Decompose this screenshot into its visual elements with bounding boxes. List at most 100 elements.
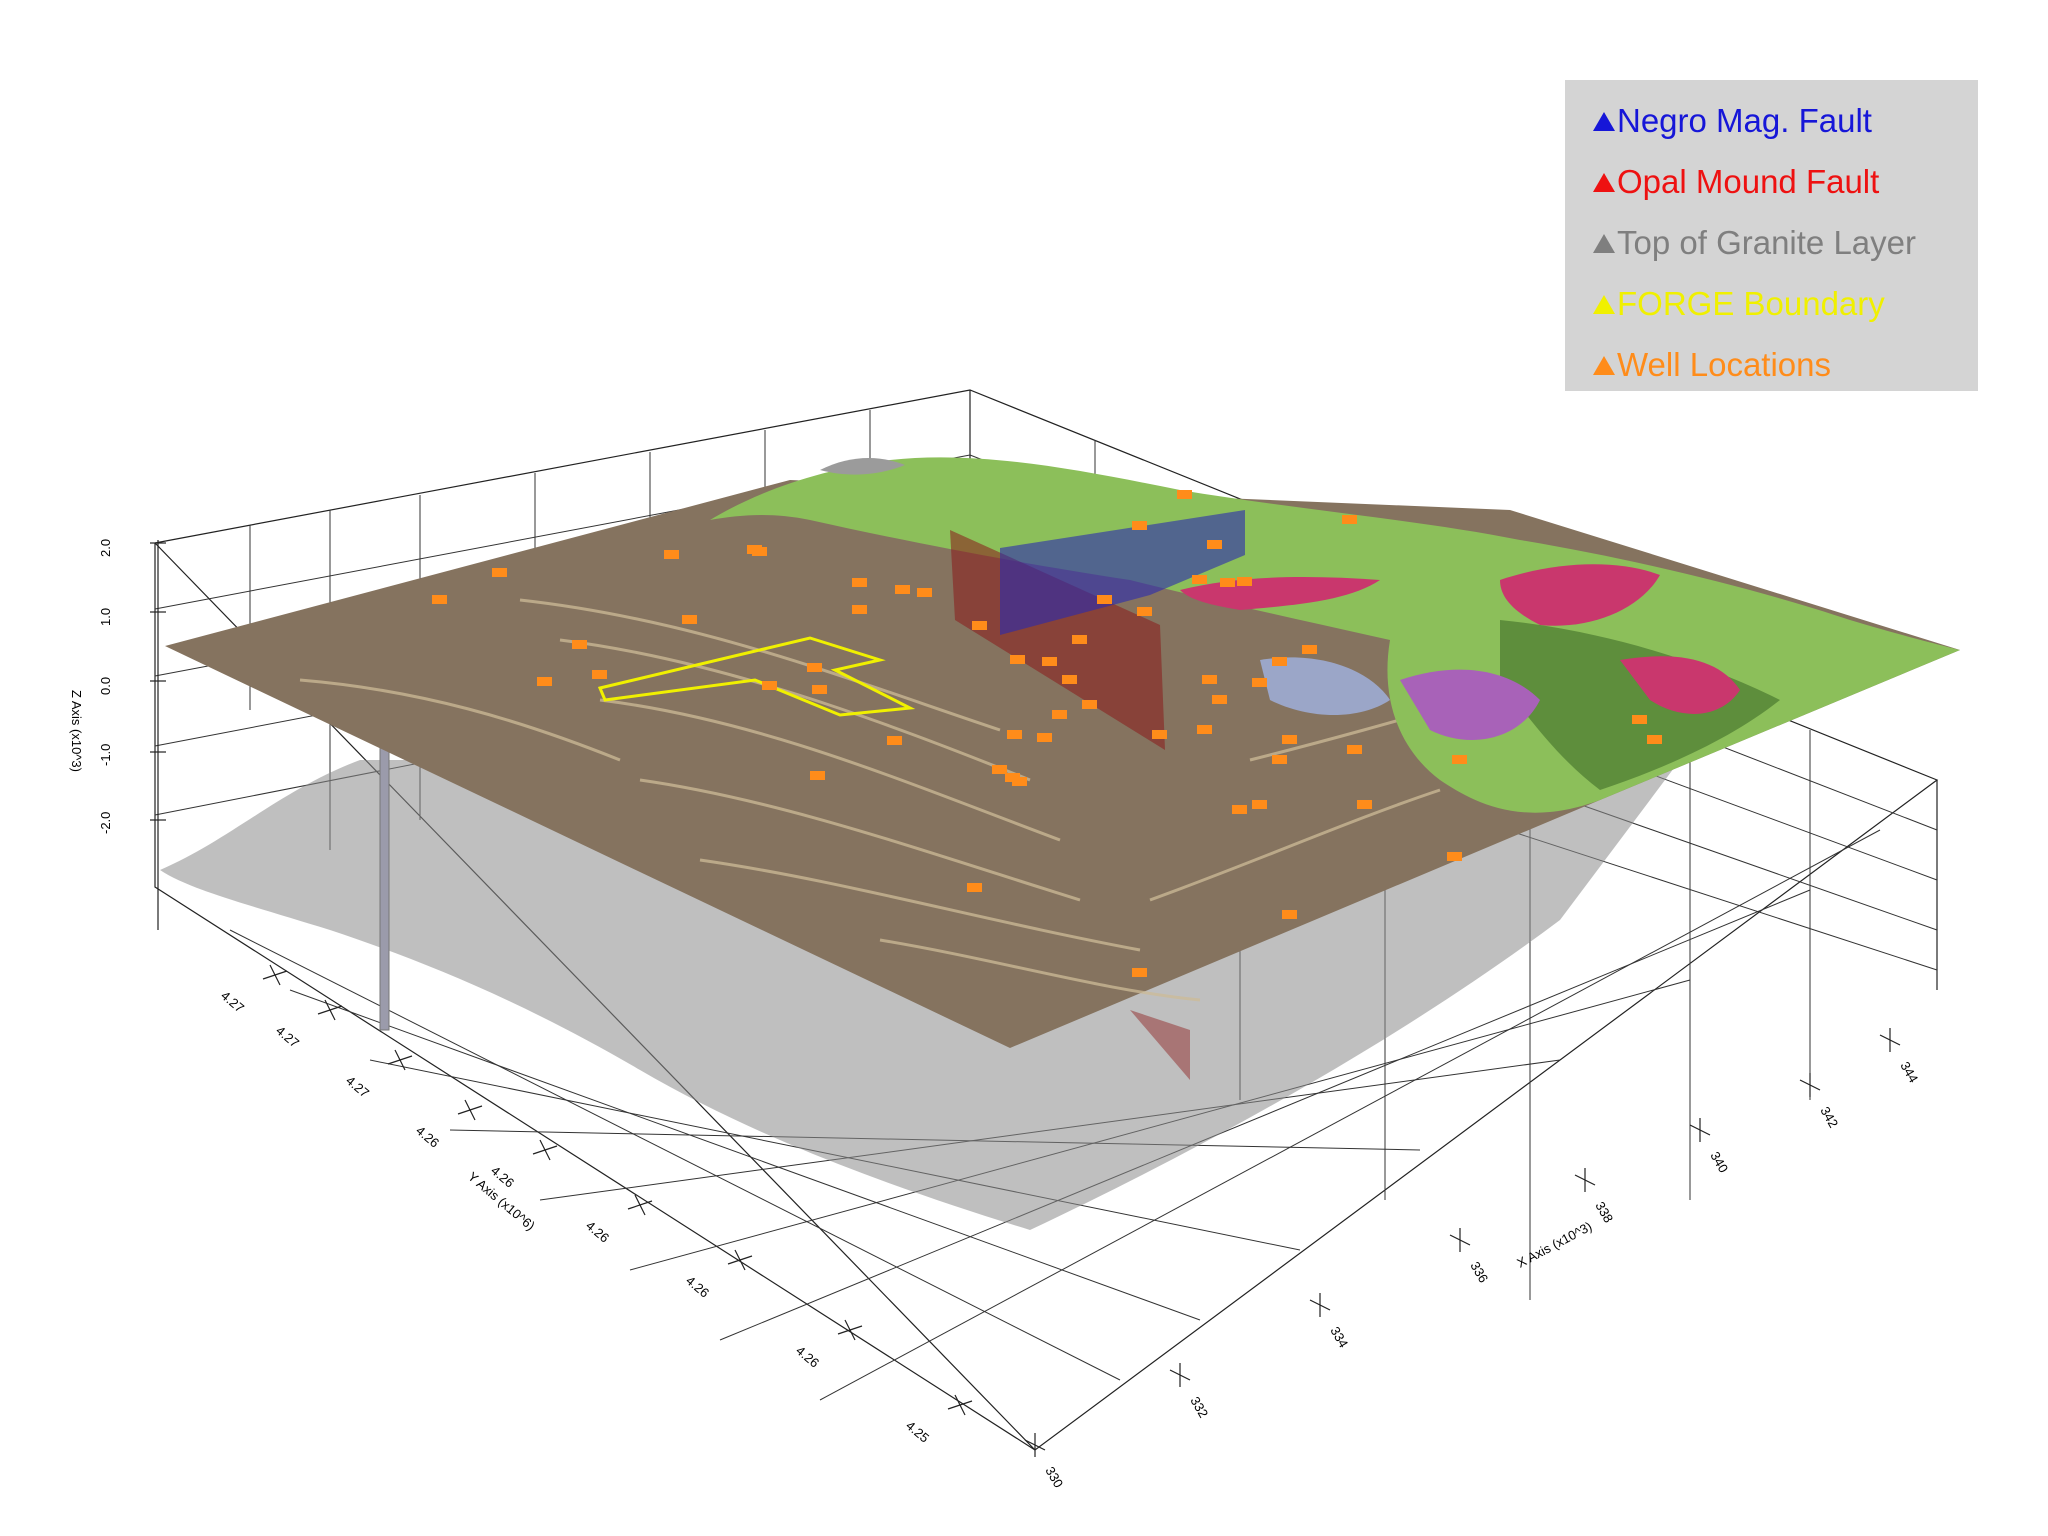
well-marker: [1272, 755, 1287, 764]
well-marker: [1237, 577, 1252, 586]
well-marker: [992, 765, 1007, 774]
legend-label: Top of Granite Layer: [1617, 223, 1916, 261]
z-axis-title: Z Axis (x10^3): [69, 690, 84, 772]
well-marker: [807, 663, 822, 672]
well-marker: [1220, 578, 1235, 587]
well-marker: [1202, 675, 1217, 684]
well-marker: [1082, 700, 1097, 709]
tick-label: 342: [1817, 1104, 1841, 1130]
tick-label: 336: [1467, 1259, 1491, 1285]
well-marker: [1272, 657, 1287, 666]
well-marker: [1152, 730, 1167, 739]
well-marker: [895, 585, 910, 594]
vegetation-dark-zone: [1500, 620, 1780, 790]
legend-item: FORGE Boundary: [1593, 273, 1978, 334]
tick-mark: [387, 1055, 413, 1065]
well-marker: [1052, 710, 1067, 719]
well-marker: [1132, 521, 1147, 530]
tick-label: 338: [1592, 1199, 1616, 1225]
well-marker: [1342, 515, 1357, 524]
well-marker: [572, 640, 587, 649]
well-marker: [1012, 777, 1027, 786]
terrain-drainage-lines: [299, 598, 1471, 1002]
tick-mark: [262, 970, 288, 980]
tick-label: 2.0: [98, 539, 113, 557]
legend: Negro Mag. Fault Opal Mound Fault Top of G…: [1565, 80, 1978, 391]
tick-label: 0.0: [98, 677, 113, 695]
well-marker: [762, 681, 777, 690]
tick-mark: [947, 1400, 973, 1410]
well-marker: [1010, 655, 1025, 664]
well-marker: [537, 677, 552, 686]
legend-label: Well Locations: [1617, 345, 1832, 383]
tick-label: 334: [1327, 1324, 1351, 1350]
well-marker: [1097, 595, 1112, 604]
well-marker: [1132, 968, 1147, 977]
tick-mark: [317, 1005, 343, 1015]
tick-label: 4.26: [583, 1218, 612, 1246]
legend-item: Opal Mound Fault: [1593, 151, 1978, 212]
well-marker: [1212, 695, 1227, 704]
tick-label: 4.26: [413, 1123, 442, 1151]
well-marker: [1647, 735, 1662, 744]
tick-mark: [457, 1105, 483, 1115]
tick-label: 332: [1187, 1394, 1211, 1420]
legend-label: Negro Mag. Fault: [1617, 101, 1872, 139]
opal-mound-fault-below: [1130, 1010, 1190, 1080]
well-marker: [917, 588, 932, 597]
well-marker: [1042, 657, 1057, 666]
triangle-icon: [1593, 173, 1615, 192]
legend-item: Well Locations: [1593, 334, 1978, 395]
tick-mark: [627, 1200, 653, 1210]
legend-item: Negro Mag. Fault: [1593, 90, 1978, 151]
well-marker: [810, 771, 825, 780]
well-markers: [432, 490, 1662, 977]
tick-label: 330: [1042, 1464, 1066, 1490]
tick-label: 340: [1707, 1149, 1731, 1175]
geology-pink-unit-2: [1500, 564, 1660, 626]
well-marker: [1197, 725, 1212, 734]
triangle-icon: [1593, 356, 1615, 375]
well-marker: [1062, 675, 1077, 684]
well-marker: [1007, 730, 1022, 739]
geology-blue-unit: [1260, 657, 1390, 715]
well-marker: [592, 670, 607, 679]
legend-label: FORGE Boundary: [1617, 284, 1885, 322]
forge-boundary: [597, 636, 916, 717]
well-marker: [1072, 635, 1087, 644]
well-marker: [1192, 575, 1207, 584]
well-marker: [972, 621, 987, 630]
negro-mag-fault: [1000, 510, 1245, 635]
well-marker: [1282, 910, 1297, 919]
well-marker: [682, 615, 697, 624]
triangle-icon: [1593, 112, 1615, 131]
tick-mark: [532, 1145, 558, 1155]
well-pipe: [379, 744, 390, 1031]
well-marker: [1302, 645, 1317, 654]
well-marker: [967, 883, 982, 892]
granite-outcrop: [820, 458, 905, 475]
well-marker: [1232, 805, 1247, 814]
well-marker: [1207, 540, 1222, 549]
well-marker: [664, 550, 679, 559]
tick-label: 4.26: [683, 1273, 712, 1301]
x-axis-title: X Axis (x10^3): [1514, 1219, 1594, 1271]
well-marker: [1252, 678, 1267, 687]
well-marker: [812, 685, 827, 694]
well-marker: [1137, 607, 1152, 616]
well-marker: [1177, 490, 1192, 499]
well-marker: [1282, 735, 1297, 744]
geology-purple-unit: [1400, 669, 1540, 740]
well-marker: [1452, 755, 1467, 764]
well-marker: [1447, 852, 1462, 861]
well-marker: [1252, 800, 1267, 809]
well-marker: [747, 545, 762, 554]
tick-mark: [727, 1255, 753, 1265]
well-marker: [1347, 745, 1362, 754]
tick-label: 1.0: [98, 608, 113, 626]
well-marker: [432, 595, 447, 604]
tick-label: 4.25: [903, 1418, 932, 1446]
well-marker: [887, 736, 902, 745]
well-marker: [852, 578, 867, 587]
